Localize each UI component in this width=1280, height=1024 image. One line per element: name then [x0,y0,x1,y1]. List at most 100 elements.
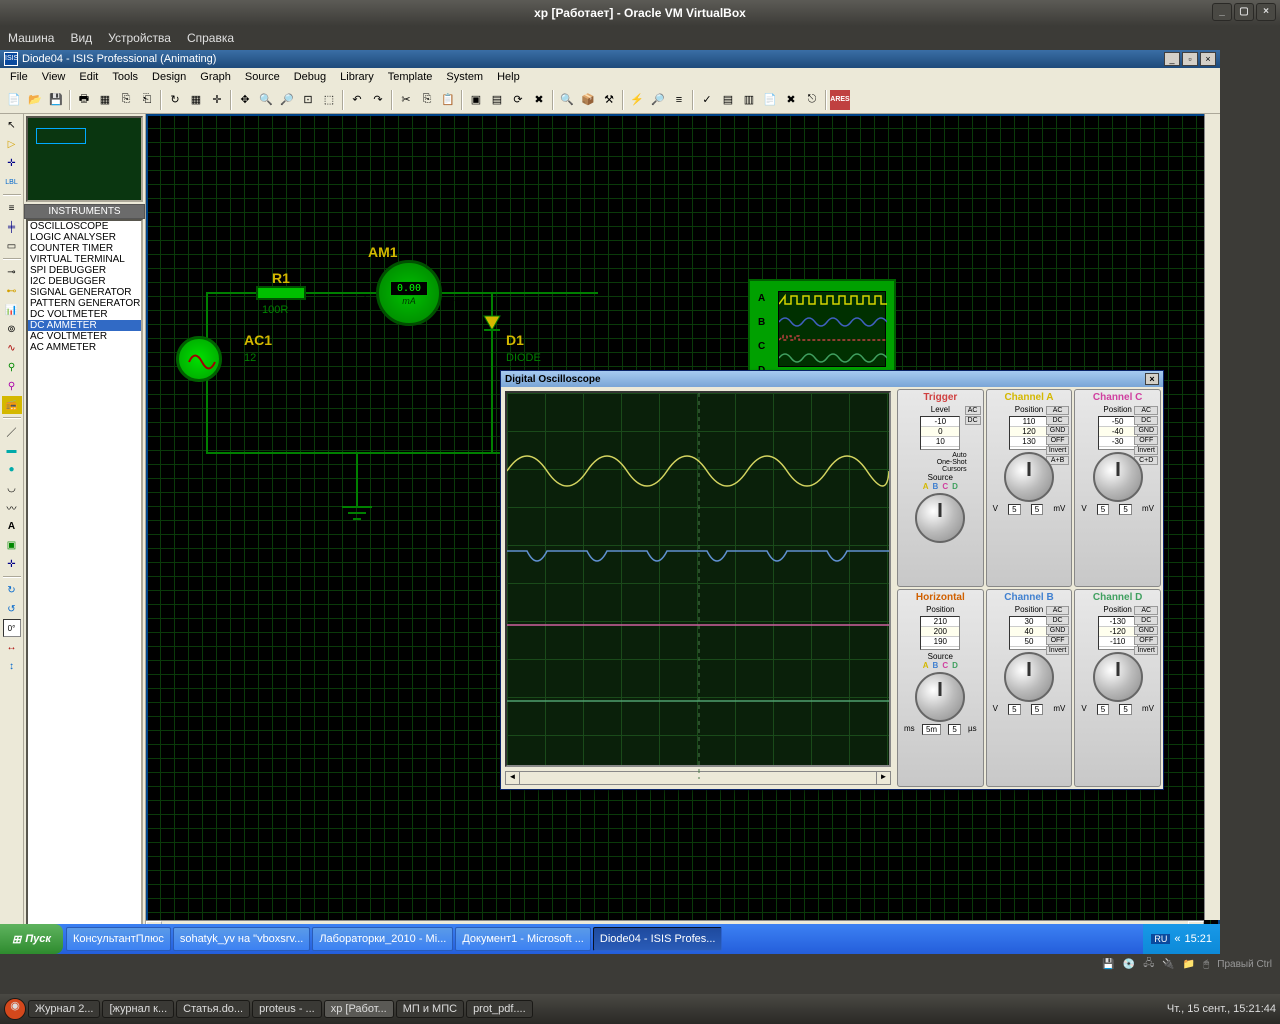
osc-opt[interactable]: AC [965,406,981,415]
tb-refresh-icon[interactable]: ↻ [165,90,185,110]
host-task-4[interactable]: xp [Работ... [324,1000,394,1018]
am1-component[interactable]: + - 0.00 mA [376,260,442,326]
menu-tools[interactable]: Tools [106,70,144,84]
tool-angle-input[interactable]: 0° [3,619,21,637]
tool-rotate-cw-icon[interactable]: ↻ [2,581,22,599]
r1-component[interactable] [256,286,306,300]
osc-dial[interactable] [1093,452,1143,502]
tb-zoomall-icon[interactable]: ⊡ [298,90,318,110]
tool-instrument-icon[interactable]: 📻 [2,396,22,414]
tb-save-icon[interactable]: 💾 [46,90,66,110]
osc-opt[interactable]: Invert [1046,646,1070,655]
start-button[interactable]: ⊞Пуск [0,924,63,954]
menu-help[interactable]: Help [491,70,526,84]
osc-opt[interactable]: DC [1046,416,1070,425]
osc-opt[interactable]: OFF [1046,636,1070,645]
tb-redo-icon[interactable]: ↷ [368,90,388,110]
overview-minimap[interactable] [26,116,143,202]
tb-area-icon[interactable]: ▦ [95,90,115,110]
osc-opt[interactable]: Invert [1134,646,1158,655]
osc-opt[interactable]: AC [1046,606,1070,615]
tb-wire-autoroute-icon[interactable]: ⚡ [627,90,647,110]
tb-copy-icon[interactable]: ⎘ [417,90,437,110]
menu-debug[interactable]: Debug [288,70,332,84]
osc-spinner[interactable]: -10010 [920,416,960,450]
tool-circle-icon[interactable]: ● [2,460,22,478]
tb-zoomarea-icon[interactable]: ⬚ [319,90,339,110]
tool-junction-icon[interactable]: ✛ [2,154,22,172]
tb-removesheet-icon[interactable]: ✖ [781,90,801,110]
tb-pick-icon[interactable]: 🔍 [557,90,577,110]
tb-paste-icon[interactable]: 📋 [438,90,458,110]
instruments-list[interactable]: OSCILLOSCOPELOGIC ANALYSERCOUNTER TIMERV… [26,219,143,936]
osc-opt[interactable]: DC [1134,416,1158,425]
osc-opt[interactable]: GND [1046,626,1070,635]
tb-block-move-icon[interactable]: ▤ [487,90,507,110]
instrument-item[interactable]: SIGNAL GENERATOR [28,287,141,298]
tool-arc-icon[interactable]: ◡ [2,479,22,497]
tool-tape-icon[interactable]: ⊚ [2,320,22,338]
tb-pan-icon[interactable]: ✥ [235,90,255,110]
tb-newsheet-icon[interactable]: 📄 [760,90,780,110]
ac1-component[interactable] [176,336,222,382]
tb-new-icon[interactable]: 📄 [4,90,24,110]
menu-design[interactable]: Design [146,70,192,84]
tb-block-rotate-icon[interactable]: ⟳ [508,90,528,110]
instrument-item[interactable]: LOGIC ANALYSER [28,232,141,243]
osc-opt[interactable]: OFF [1046,436,1070,445]
instrument-item[interactable]: AC AMMETER [28,342,141,353]
instrument-item[interactable]: DC AMMETER [28,320,141,331]
menu-graph[interactable]: Graph [194,70,237,84]
osc-opt[interactable]: AC [1046,406,1070,415]
osc-spinner[interactable]: 110120130 [1009,416,1049,450]
host-menu-help[interactable]: Справка [187,31,234,45]
tool-label-icon[interactable]: LBL [2,173,22,191]
taskbar-task[interactable]: Лабораторки_2010 - Mi... [312,927,453,951]
tb-block-copy-icon[interactable]: ▣ [466,90,486,110]
menu-file[interactable]: File [4,70,34,84]
osc-opt[interactable]: OFF [1134,436,1158,445]
tb-zoomout-icon[interactable]: 🔎 [277,90,297,110]
tb-cut-icon[interactable]: ✂ [396,90,416,110]
d1-component[interactable] [480,310,504,340]
tb-import-icon[interactable]: ⎘ [116,90,136,110]
host-task-6[interactable]: prot_pdf.... [466,1000,533,1018]
instrument-item[interactable]: OSCILLOSCOPE [28,221,141,232]
instrument-item[interactable]: PATTERN GENERATOR [28,298,141,309]
tb-export-icon[interactable]: ⎗ [137,90,157,110]
instrument-item[interactable]: AC VOLTMETER [28,331,141,342]
osc-spinner[interactable]: -130-120-110 [1098,616,1138,650]
oscilloscope-close-button[interactable]: × [1145,373,1159,385]
tool-marker-icon[interactable]: ✛ [2,555,22,573]
tool-rotate-ccw-icon[interactable]: ↺ [2,600,22,618]
osc-spinner[interactable]: -50-40-30 [1098,416,1138,450]
menu-source[interactable]: Source [239,70,286,84]
tool-char-icon[interactable]: A [2,517,22,535]
tool-symbol-icon[interactable]: ▣ [2,536,22,554]
taskbar-task[interactable]: Diode04 - ISIS Profes... [593,927,723,951]
tb-search-icon[interactable]: 🔎 [648,90,668,110]
host-max-button[interactable]: ▢ [1234,3,1254,21]
instrument-item[interactable]: SPI DEBUGGER [28,265,141,276]
tb-exit-icon[interactable]: ⎋ [802,90,822,110]
osc-dial[interactable] [1093,652,1143,702]
menu-edit[interactable]: Edit [73,70,104,84]
tb-grid-icon[interactable]: ▦ [186,90,206,110]
tool-bus-icon[interactable]: ╪ [2,218,22,236]
canvas-vscrollbar[interactable] [1204,114,1220,920]
tool-generator-icon[interactable]: ∿ [2,339,22,357]
tool-probe-v-icon[interactable]: ⚲ [2,358,22,376]
tool-probe-i-icon[interactable]: ⚲ [2,377,22,395]
tool-terminal-icon[interactable]: ⊸ [2,263,22,281]
tool-graph-icon[interactable]: 📊 [2,301,22,319]
osc-opt[interactable]: Invert [1046,446,1070,455]
oscilloscope-display[interactable] [505,391,891,767]
tb-netlist-icon[interactable]: ▤ [718,90,738,110]
tool-selection-icon[interactable]: ↖ [2,116,22,134]
host-menu-view[interactable]: Вид [70,31,92,45]
osc-opt[interactable]: AC [1134,406,1158,415]
osc-dial[interactable] [915,672,965,722]
oscilloscope-titlebar[interactable]: Digital Oscilloscope × [501,371,1163,387]
tb-origin-icon[interactable]: ✛ [207,90,227,110]
host-min-button[interactable]: _ [1212,3,1232,21]
